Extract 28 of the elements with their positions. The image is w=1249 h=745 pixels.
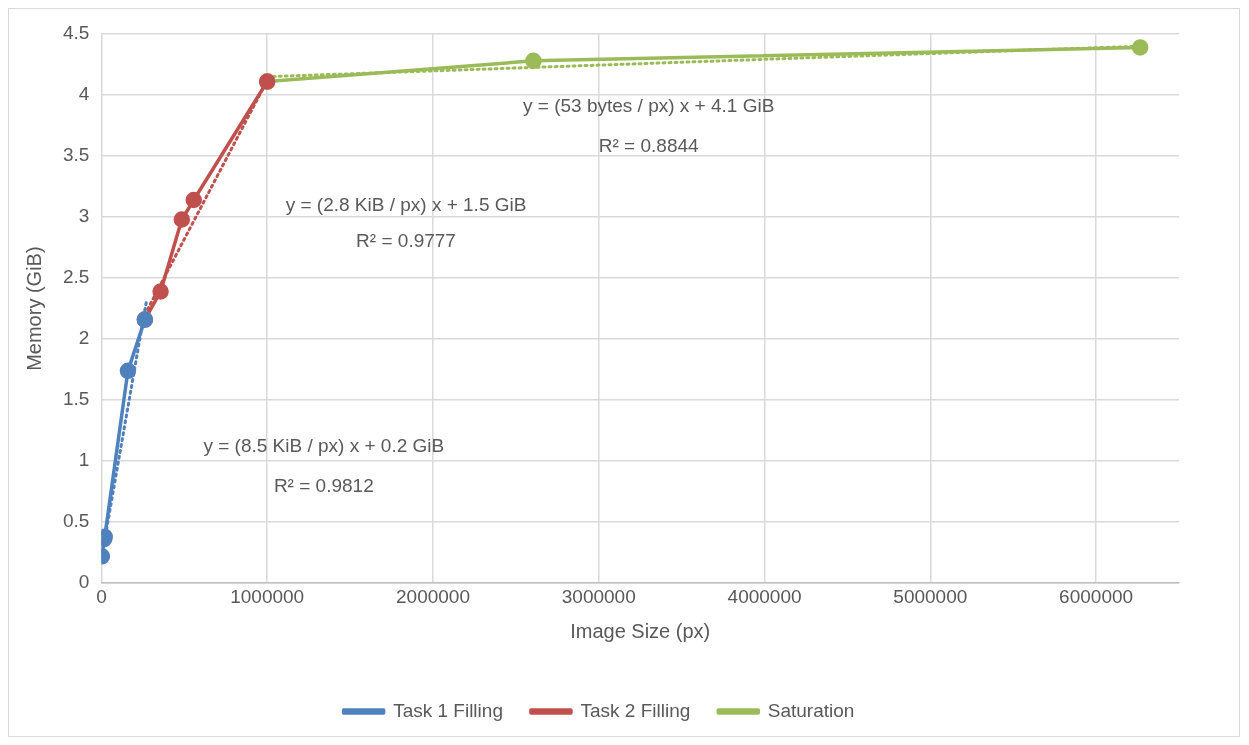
x-tick-label: 2000000: [395, 585, 470, 607]
x-tick-label: 6000000: [1059, 585, 1134, 607]
x-axis-title: Image Size (px): [570, 619, 711, 642]
x-tick-label: 4000000: [727, 585, 802, 607]
y-tick-label: 0.5: [62, 510, 90, 532]
x-tick-label: 5000000: [893, 585, 968, 607]
y-tick-label: 3: [78, 205, 90, 227]
y-axis-title: Memory (GiB): [22, 246, 45, 371]
annotation: y = (2.8 KiB / px) x + 1.5 GiB: [285, 193, 527, 215]
y-tick-label: 1: [78, 449, 90, 471]
y-tick-label: 2: [78, 327, 90, 349]
y-tick-label: 3.5: [62, 144, 90, 166]
annotation: R² = 0.8844: [598, 134, 700, 156]
y-tick-label: 4.5: [62, 22, 90, 44]
legend-label: Task 2 Filling: [580, 699, 691, 721]
x-tick-label: 1000000: [230, 585, 305, 607]
annotation: R² = 0.9777: [356, 229, 456, 251]
annotation: y = (8.5 KiB / px) x + 0.2 GiB: [203, 434, 445, 456]
y-tick-label: 1.5: [62, 388, 90, 410]
legend-label: Saturation: [767, 699, 855, 721]
y-tick-label: 2.5: [62, 266, 90, 288]
y-tick-label: 4: [78, 83, 90, 105]
y-tick-label: 0: [78, 571, 90, 593]
annotation: y = (53 bytes / px) x + 4.1 GiB: [523, 94, 775, 116]
annotation: R² = 0.9812: [273, 474, 374, 496]
x-tick-label: 3000000: [561, 585, 636, 607]
legend-label: Task 1 Filling: [393, 699, 503, 721]
x-tick-label: 0: [96, 585, 107, 607]
